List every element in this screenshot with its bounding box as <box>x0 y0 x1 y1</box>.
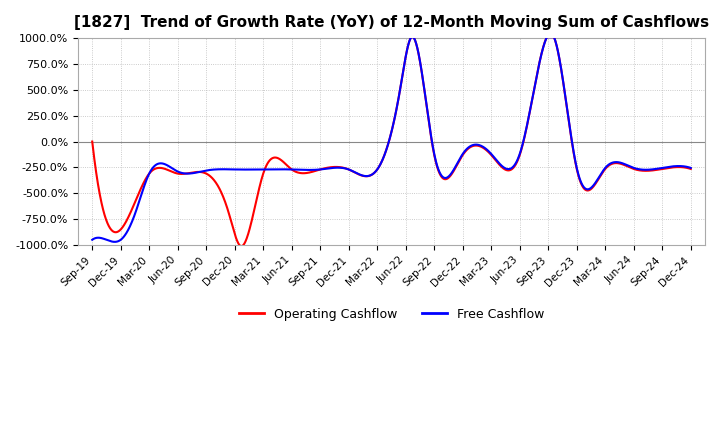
Title: [1827]  Trend of Growth Rate (YoY) of 12-Month Moving Sum of Cashflows: [1827] Trend of Growth Rate (YoY) of 12-… <box>74 15 709 30</box>
Legend: Operating Cashflow, Free Cashflow: Operating Cashflow, Free Cashflow <box>233 303 549 326</box>
